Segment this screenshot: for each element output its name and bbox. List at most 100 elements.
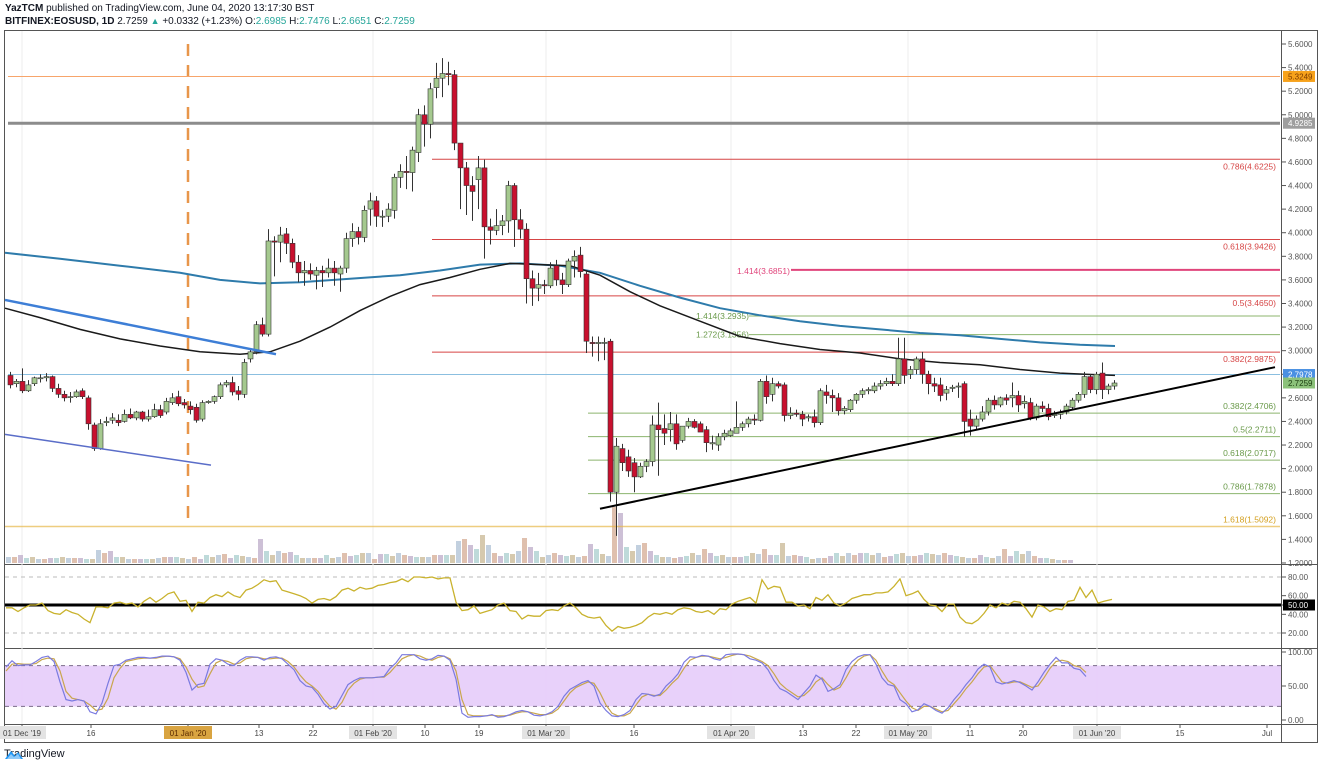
- candle-body: [247, 351, 254, 360]
- candle: [187, 401, 194, 415]
- price-tick-label: 2.6000: [1288, 394, 1313, 403]
- fibonacci-levels[interactable]: 0.786(4.6225) 0.618(3.9426) 0.5(3.4650) 0.3…: [5, 158, 1280, 528]
- horizontal-levels[interactable]: [8, 75, 1280, 376]
- candle-body: [181, 402, 188, 406]
- volume-bar: [942, 553, 947, 563]
- volume-bar: [1062, 560, 1067, 563]
- volume-bar: [240, 556, 245, 563]
- volume-bar: [120, 557, 125, 563]
- candle: [823, 384, 830, 404]
- candle: [907, 366, 914, 379]
- volume-bar: [324, 555, 329, 563]
- candle: [895, 337, 902, 387]
- trendlines[interactable]: [4, 298, 1276, 510]
- candle-body: [1027, 402, 1034, 419]
- fib-level-label: 0.618(3.9426): [1223, 241, 1276, 251]
- candle-body: [493, 225, 500, 231]
- time-tick-label: 15: [1176, 729, 1185, 738]
- volume-bar: [648, 551, 653, 563]
- candle-body: [115, 419, 122, 423]
- candle: [277, 226, 284, 263]
- price-tick-label: 3.6000: [1288, 276, 1313, 285]
- volume-bar: [882, 557, 887, 563]
- time-tick-highlight: [522, 726, 570, 739]
- volume-bar: [318, 558, 323, 563]
- candle-body: [817, 390, 824, 423]
- volume-bar: [582, 556, 587, 563]
- trendline-descending-channel-upper[interactable]: [4, 298, 277, 356]
- candle-body: [883, 381, 890, 384]
- candle-body: [217, 384, 224, 397]
- volume-bar: [246, 557, 251, 563]
- volume-bar: [966, 558, 971, 563]
- candle-body: [559, 279, 566, 285]
- candle: [727, 428, 734, 437]
- volume-bar: [792, 555, 797, 563]
- time-tick-highlight: [707, 726, 755, 739]
- candle-body: [967, 418, 974, 427]
- volume-bar: [414, 557, 419, 563]
- candle-body: [445, 73, 452, 75]
- volume-bar: [270, 555, 275, 563]
- candle-body: [1075, 394, 1082, 401]
- tradingview-logo[interactable]: TradingView: [4, 748, 65, 760]
- candle: [103, 416, 110, 427]
- volume-bar: [960, 557, 965, 563]
- candle: [1021, 395, 1028, 409]
- candle: [121, 409, 128, 423]
- candle: [991, 395, 998, 410]
- candle-body: [763, 381, 770, 397]
- volume-bar: [624, 547, 629, 563]
- price-axis[interactable]: 5.6000 5.4000 5.2000 5.0000 4.8000 4.6000 4.40…: [1282, 40, 1313, 568]
- candle-body: [631, 462, 638, 478]
- candle-body: [97, 423, 104, 449]
- candle-body: [265, 240, 272, 335]
- candle-body: [907, 369, 914, 375]
- candle-body: [553, 265, 560, 281]
- trendline-descending-channel-lower[interactable]: [4, 433, 212, 466]
- candle-body: [925, 373, 932, 384]
- candle: [841, 406, 848, 415]
- candle: [325, 258, 332, 278]
- candle-body: [811, 416, 818, 423]
- rsi-badge: [1283, 599, 1315, 611]
- time-axis[interactable]: 01 Dec '19 16 01 Jan '20 13 22 01 Feb '20 10 19…: [0, 725, 1272, 739]
- candle: [937, 377, 944, 402]
- volume-bar: [678, 557, 683, 563]
- candle: [733, 401, 740, 434]
- candle-body: [355, 231, 362, 238]
- candle: [979, 406, 986, 422]
- candle-body: [433, 77, 440, 88]
- volume-bar: [1050, 559, 1055, 563]
- candle-body: [457, 142, 464, 169]
- candle: [697, 421, 704, 433]
- volume-bar: [198, 559, 203, 563]
- candle-body: [649, 424, 656, 462]
- candle-body: [595, 342, 602, 344]
- candle-body: [283, 233, 290, 244]
- candle: [355, 226, 362, 245]
- candle: [55, 383, 62, 398]
- candle-body: [301, 270, 308, 274]
- candle-body: [859, 390, 866, 395]
- candle-body: [1015, 395, 1022, 406]
- volume-bar: [114, 557, 119, 563]
- candle-body: [577, 254, 584, 272]
- candle-body: [685, 421, 692, 427]
- volume-bar: [282, 553, 287, 563]
- volume-bar: [672, 558, 677, 563]
- candle-body: [55, 388, 62, 395]
- volume-bar: [588, 544, 593, 563]
- candle: [307, 263, 314, 280]
- candle: [817, 388, 824, 425]
- volume-bar: [1014, 551, 1019, 563]
- volume-bar: [432, 555, 437, 563]
- trendline-ascending-support[interactable]: [599, 366, 1276, 510]
- volume-bar: [804, 557, 809, 563]
- candle-body: [793, 412, 800, 415]
- volume-bar: [408, 556, 413, 563]
- volume-bar: [306, 558, 311, 563]
- volume-bar: [204, 555, 209, 563]
- symbol-line: BITFINEX:EOSUSD, 1D 2.7259 ▲ +0.0332 (+1…: [5, 15, 415, 28]
